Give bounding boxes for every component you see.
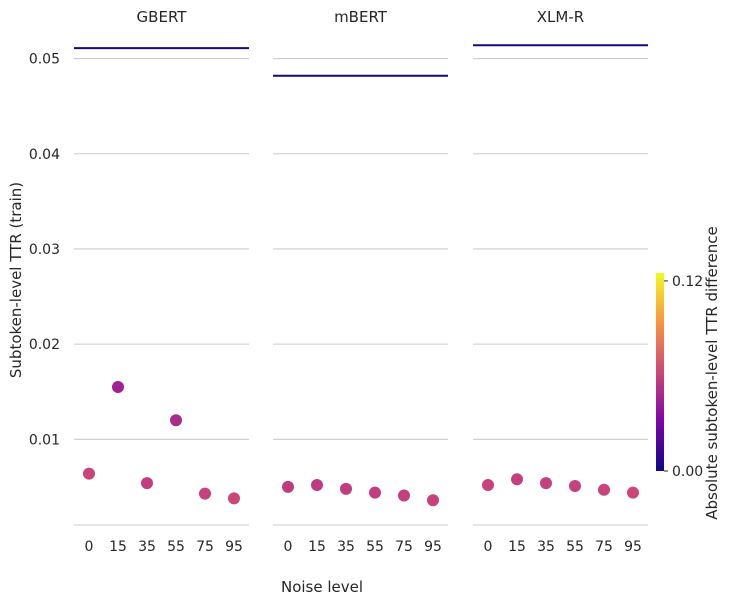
x-tick-label: 0 (484, 539, 493, 555)
panel-mbert: mBERT 0 15 35 55 75 95 (273, 8, 448, 555)
panel-xlm-r: XLM-R 0 15 35 55 75 95 (473, 8, 648, 555)
colorbar-tick-label: 0.12 (672, 274, 703, 290)
data-point (282, 480, 294, 493)
data-point (311, 479, 323, 492)
x-tick-label: 0 (284, 539, 293, 555)
data-point (199, 487, 211, 500)
colorbar-tick-label: 0.00 (672, 464, 703, 480)
data-point (511, 473, 523, 486)
data-point (83, 467, 95, 480)
x-tick-label: 15 (508, 539, 526, 555)
data-point (427, 494, 439, 507)
data-point (369, 486, 381, 499)
x-tick-label: 15 (308, 539, 326, 555)
data-point (228, 492, 240, 505)
y-axis-label: Subtoken-level TTR (train) (7, 182, 25, 378)
x-axis-label: Noise level (281, 578, 363, 596)
x-tick-label: 55 (566, 539, 584, 555)
x-tick-label: 35 (138, 539, 156, 555)
data-point (627, 486, 639, 499)
y-tick-label: 0.05 (29, 52, 60, 68)
x-tick-label: 95 (225, 539, 243, 555)
y-tick-label: 0.01 (29, 432, 60, 448)
data-point (398, 489, 410, 502)
data-point (141, 477, 153, 490)
x-tick-label: 15 (109, 539, 127, 555)
x-tick-label: 75 (595, 539, 613, 555)
x-tick-label: 55 (167, 539, 185, 555)
colorbar-label: Absolute subtoken-level TTR difference (703, 226, 721, 520)
x-tick-label: 75 (196, 539, 214, 555)
y-tick-label: 0.02 (29, 337, 60, 353)
x-tick-label: 35 (337, 539, 355, 555)
x-tick-label: 95 (624, 539, 642, 555)
data-point (340, 482, 352, 495)
data-point (540, 477, 552, 490)
colorbar-gradient (656, 273, 664, 471)
x-tick-label: 75 (395, 539, 413, 555)
panel-gbert: GBERT 0 15 35 55 75 95 (74, 8, 249, 555)
data-point (598, 483, 610, 496)
data-point (569, 479, 581, 492)
panel-title: mBERT (334, 8, 388, 26)
panel-title: XLM-R (537, 8, 584, 26)
data-point (112, 380, 124, 393)
y-tick-label: 0.04 (29, 147, 60, 163)
data-point (482, 479, 494, 492)
panel-title: GBERT (137, 8, 188, 26)
y-tick-label: 0.03 (29, 242, 60, 258)
x-tick-label: 35 (537, 539, 555, 555)
x-tick-label: 0 (85, 539, 94, 555)
colorbar: 0.00 0.12 (656, 273, 703, 480)
data-point (170, 414, 182, 427)
x-tick-label: 55 (366, 539, 384, 555)
x-tick-label: 95 (424, 539, 442, 555)
